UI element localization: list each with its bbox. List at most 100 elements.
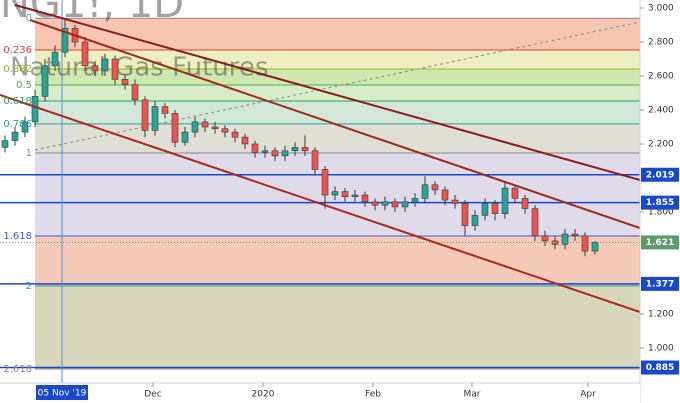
candle-body — [571, 233, 579, 237]
level-label: 1.377 — [646, 279, 674, 289]
candle-body — [291, 147, 299, 152]
candle-body — [101, 58, 109, 72]
candle-body — [381, 201, 389, 206]
fib-label: 0.236 — [3, 45, 32, 56]
candle-body — [451, 199, 459, 204]
fib-label: 0.382 — [3, 64, 32, 75]
candle-body — [431, 184, 439, 191]
candle-body — [561, 233, 569, 245]
candle-body — [301, 147, 309, 152]
x-tick-label: Mar — [464, 390, 481, 400]
candle-body — [231, 131, 239, 138]
fib-band — [35, 100, 640, 124]
x-tick-label: Dec — [144, 390, 161, 400]
candle-body — [311, 150, 319, 170]
candle-body — [531, 208, 539, 237]
cursor-label: 05 Nov '19 — [38, 389, 87, 399]
candle-body — [201, 121, 209, 128]
cursor-badge — [36, 385, 88, 400]
candle-body — [131, 84, 139, 101]
level-label: 1.855 — [646, 198, 674, 208]
y-tick-label: 2.800 — [648, 37, 674, 47]
candle-body — [181, 131, 189, 143]
trend-line — [0, 94, 641, 313]
candle-body — [391, 201, 399, 208]
fib-label: 0.786 — [3, 119, 32, 130]
candle-body — [341, 191, 349, 197]
candle-body — [411, 198, 419, 203]
candle-body — [501, 187, 509, 214]
x-tick-label: Feb — [365, 390, 381, 400]
candle-body — [221, 128, 229, 133]
fib-label: 2 — [26, 281, 32, 292]
fib-band — [35, 84, 640, 101]
candle-body — [371, 201, 379, 206]
level-label: 2.019 — [646, 170, 674, 180]
time-axis — [0, 383, 640, 403]
trend-line — [14, 4, 641, 181]
candle-body — [241, 136, 249, 145]
candle-body — [1, 140, 9, 148]
candle-body — [171, 113, 179, 143]
y-tick-label: 2.400 — [648, 105, 674, 115]
fib-band — [35, 235, 640, 286]
level-label: 0.885 — [646, 363, 674, 373]
candle-body — [461, 203, 469, 226]
y-tick-label: 2.200 — [648, 139, 674, 149]
fib-band — [35, 49, 640, 70]
fib-band — [35, 285, 640, 370]
fib-label: 1.618 — [3, 231, 32, 242]
candle-body — [141, 99, 149, 131]
fib-label: 0.5 — [16, 80, 32, 91]
candle-body — [261, 150, 269, 153]
candle-body — [541, 235, 549, 242]
y-tick-label: 1.000 — [648, 343, 674, 353]
candle-body — [161, 106, 169, 114]
y-tick-label: 3.000 — [648, 3, 674, 13]
candle-body — [421, 184, 429, 199]
candle-body — [581, 235, 589, 252]
candle-body — [21, 121, 29, 133]
candle-body — [591, 242, 599, 252]
level-badge — [641, 276, 679, 291]
candle-body — [271, 150, 279, 157]
candle-body — [361, 194, 369, 203]
candle-body — [41, 65, 49, 97]
dashed-trend-line — [34, 21, 641, 151]
candle-body — [441, 189, 449, 201]
candle-body — [281, 150, 289, 157]
level-badge — [641, 195, 679, 210]
candle-body — [401, 201, 409, 208]
fib-band — [35, 18, 640, 50]
candle-body — [151, 106, 159, 131]
fib-label: 0 — [26, 13, 32, 24]
level-badge — [641, 167, 679, 182]
level-badge — [641, 360, 679, 375]
fib-label: 0.618 — [3, 96, 32, 107]
candle-body — [91, 65, 99, 72]
trend-line — [29, 19, 641, 229]
candle-body — [331, 191, 339, 196]
candle-body — [351, 194, 359, 197]
candle-body — [481, 203, 489, 216]
candle-body — [491, 203, 499, 214]
candle-body — [321, 169, 329, 196]
candle-body — [511, 187, 519, 199]
last-price-label: 1.621 — [646, 238, 674, 248]
candle-body — [251, 143, 259, 153]
candle-body — [191, 121, 199, 133]
candle-body — [81, 41, 89, 67]
candle-body — [471, 215, 479, 226]
last-price-badge — [641, 235, 679, 250]
candle-body — [31, 96, 39, 123]
fib-label: 1 — [26, 148, 32, 159]
candle-body — [51, 51, 59, 67]
x-tick-label: Apr — [580, 390, 596, 400]
x-tick-label: 2020 — [252, 390, 275, 400]
candle-body — [11, 131, 19, 141]
candle-body — [111, 58, 119, 80]
y-tick-label: 1.200 — [648, 309, 674, 319]
symbol-watermark: NG1!, 1D — [0, 0, 184, 27]
y-tick-label: 1.800 — [648, 207, 674, 217]
